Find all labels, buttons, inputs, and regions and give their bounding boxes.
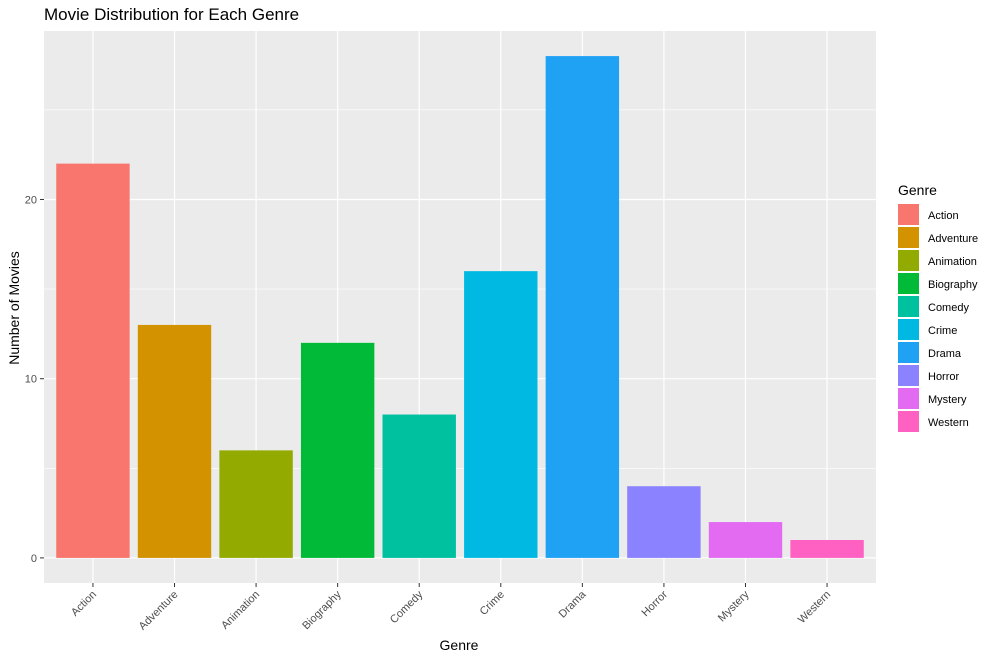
legend: Genre Action Adventure Animation Biography C… <box>898 182 978 432</box>
legend-key-western <box>898 411 919 432</box>
x-tick-label-biography: Biography <box>300 588 344 632</box>
x-tick-label-adventure: Adventure <box>137 589 181 633</box>
bar-adventure <box>137 324 212 558</box>
x-tick-label-comedy: Comedy <box>388 588 426 626</box>
legend-label-western: Western <box>928 417 969 429</box>
legend-label-animation: Animation <box>928 256 977 268</box>
x-tick-label-crime: Crime <box>478 589 507 618</box>
y-tick-label: 10 <box>25 374 37 386</box>
legend-label-horror: Horror <box>928 371 960 383</box>
legend-key-animation <box>898 250 919 271</box>
x-tick-label-animation: Animation <box>219 589 262 632</box>
y-tick-label: 0 <box>31 553 37 565</box>
x-tick-label-drama: Drama <box>557 588 589 620</box>
y-tick-label: 20 <box>25 194 37 206</box>
legend-key-crime <box>898 319 919 340</box>
legend-label-mystery: Mystery <box>928 394 967 406</box>
legend-label-action: Action <box>928 210 959 222</box>
x-axis-title: Genre <box>440 637 479 653</box>
bar-western <box>790 539 864 558</box>
bars <box>56 56 864 558</box>
x-tick-label-western: Western <box>796 589 833 626</box>
legend-label-comedy: Comedy <box>928 302 969 314</box>
bar-comedy <box>382 414 456 558</box>
legend-label-biography: Biography <box>928 279 978 291</box>
legend-label-crime: Crime <box>928 325 957 337</box>
legend-key-mystery <box>898 388 919 409</box>
chart-title: Movie Distribution for Each Genre <box>44 5 299 24</box>
legend-items: Action Adventure Animation Biography Comedy C… <box>898 204 978 432</box>
legend-key-biography <box>898 273 919 294</box>
legend-key-comedy <box>898 296 919 317</box>
bar-mystery <box>708 522 783 558</box>
x-tick-label-horror: Horror <box>640 588 671 619</box>
legend-key-drama <box>898 342 919 363</box>
bar-horror <box>627 486 701 558</box>
bar-crime <box>464 271 538 558</box>
bar-biography <box>300 342 375 558</box>
x-tick-label-mystery: Mystery <box>716 588 752 624</box>
bar-animation <box>219 450 293 558</box>
x-axis: Action Adventure Animation Biography Comedy C… <box>69 583 833 633</box>
y-axis: 0 10 20 <box>25 194 44 565</box>
legend-title: Genre <box>898 182 937 198</box>
legend-key-action <box>898 204 919 225</box>
x-tick-label-action: Action <box>69 589 99 619</box>
bar-drama <box>545 56 620 558</box>
legend-label-adventure: Adventure <box>928 233 978 245</box>
legend-key-adventure <box>898 227 919 248</box>
y-axis-title: Number of Movies <box>6 251 22 365</box>
legend-label-drama: Drama <box>928 348 962 360</box>
legend-key-horror <box>898 365 919 386</box>
bar-action <box>56 163 130 558</box>
